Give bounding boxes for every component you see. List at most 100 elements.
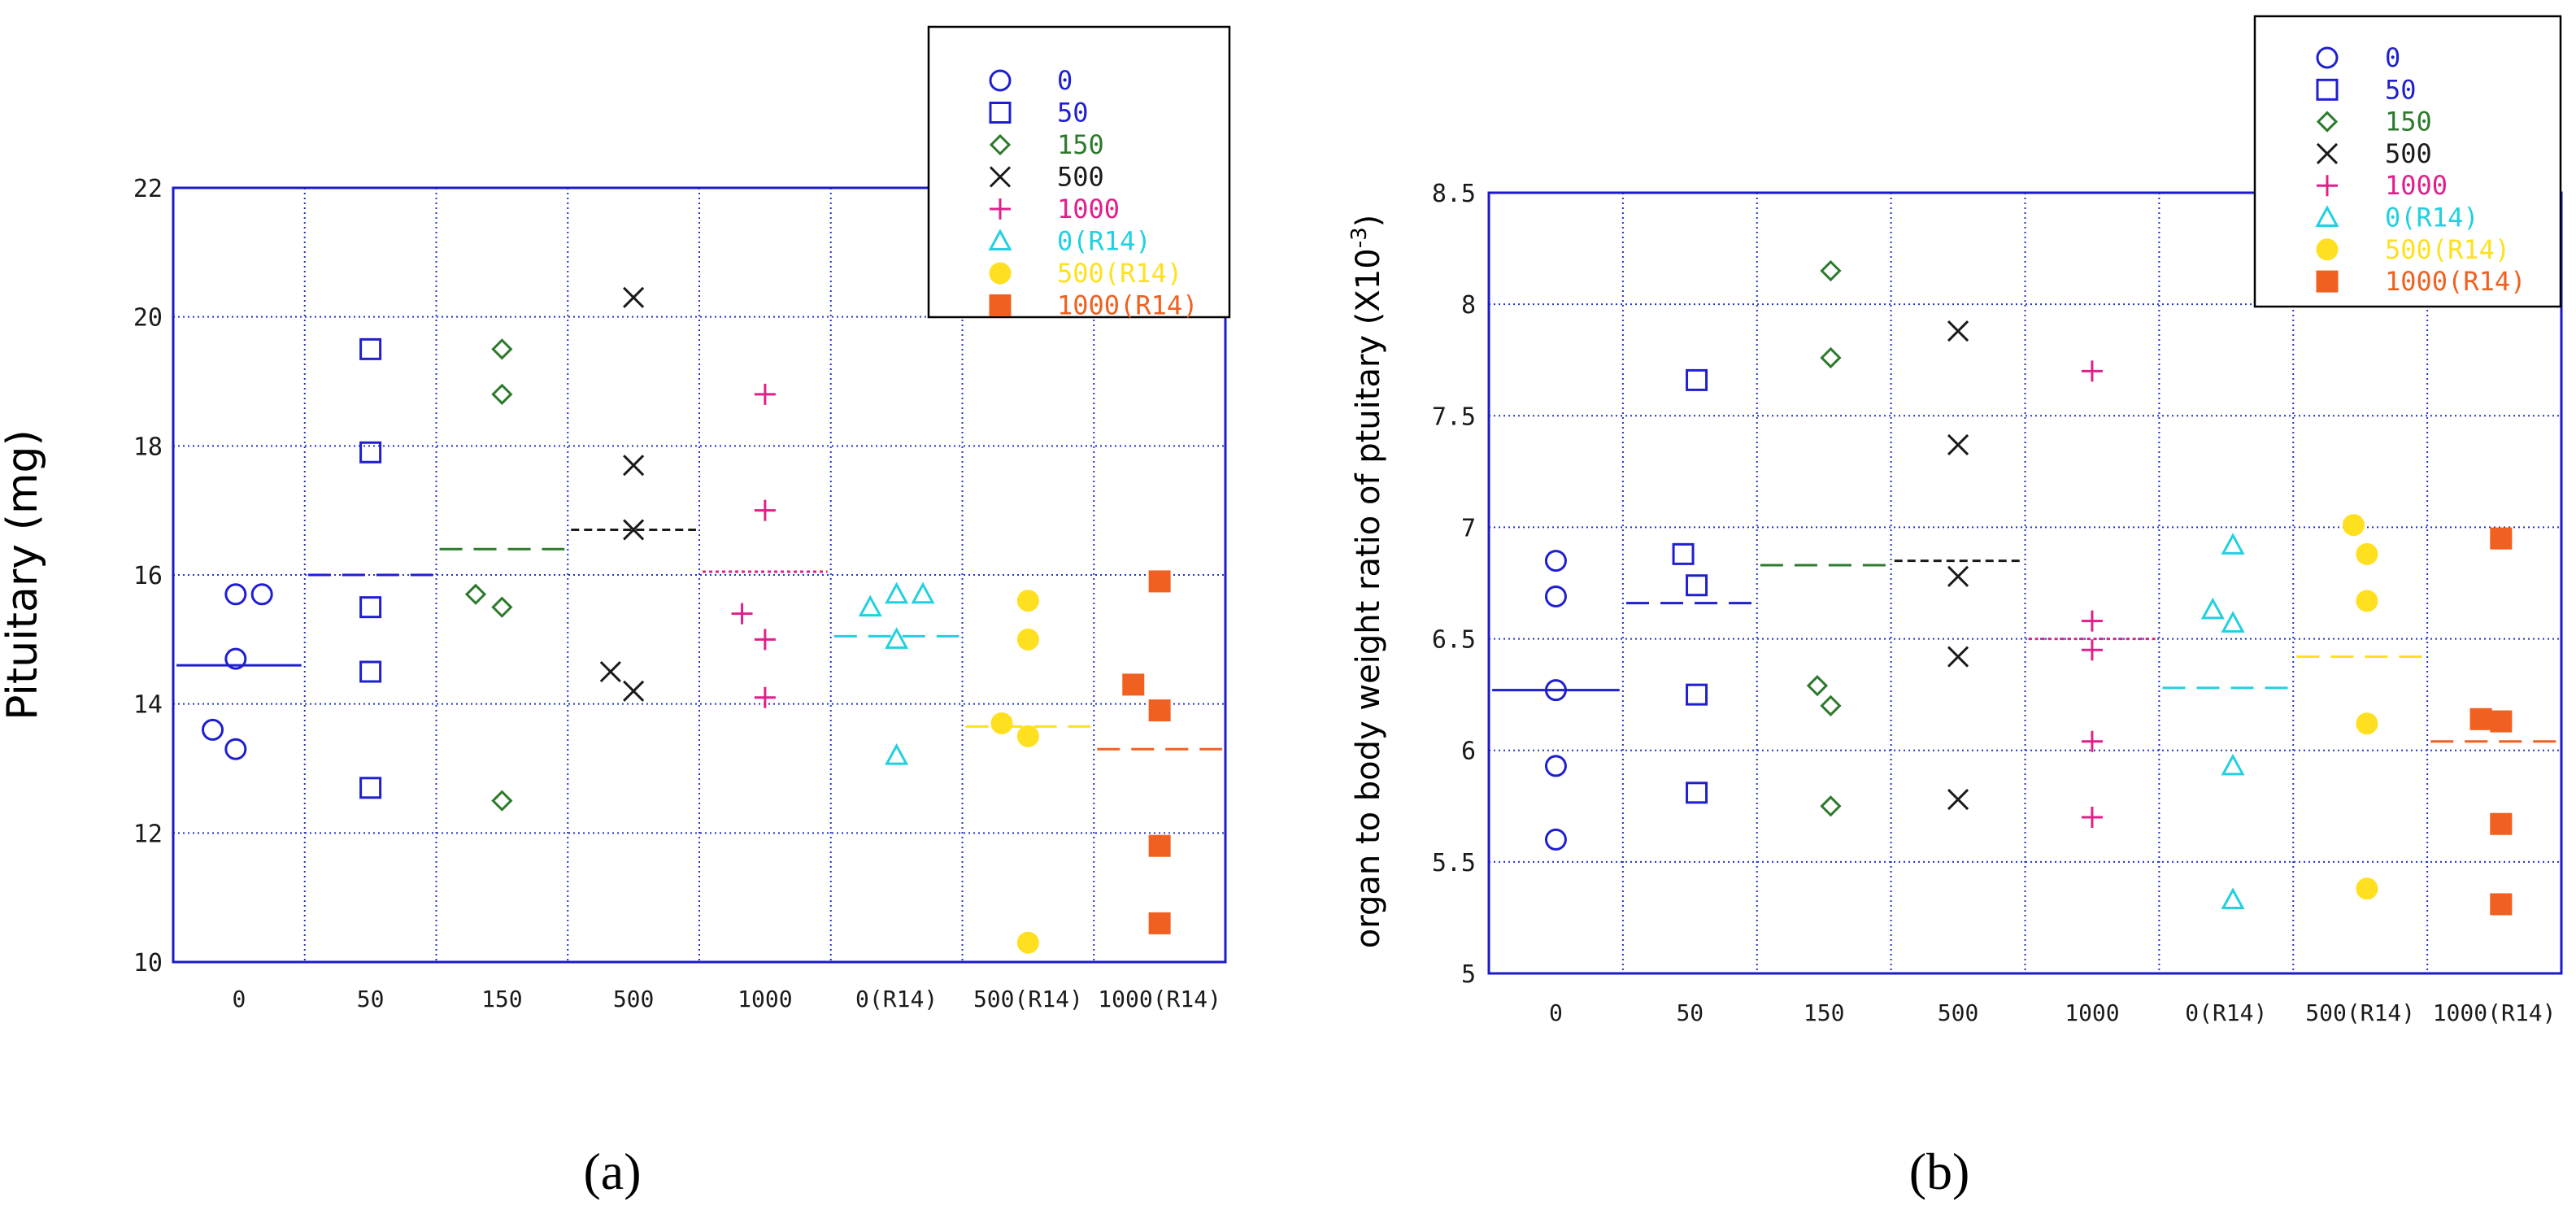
legend-marker-50 (989, 102, 1012, 124)
data-point-500-r14-2 (2356, 877, 2378, 900)
y-tick-label-10: 10 (133, 949, 163, 977)
plot-frame (172, 186, 1227, 964)
legend-item-500: 500 (989, 162, 1104, 193)
data-point-1000-5 (754, 383, 776, 405)
plot-frame (1487, 191, 2563, 975)
legend-label-1000: 1000 (2385, 170, 2448, 201)
x-tick-label-1000-r14: 1000(R14) (2433, 999, 2556, 1026)
panel-label: (a) (583, 1143, 641, 1200)
data-point-50-5 (1686, 368, 1708, 391)
legend-item-1000-r14: 1000(R14) (2316, 266, 2526, 297)
series-500-r14 (2296, 514, 2425, 900)
y-tick-label-12: 12 (133, 820, 163, 848)
data-point-0-1 (1544, 828, 1567, 851)
data-point-500-r14-3 (2356, 712, 2378, 735)
data-point-0-5 (250, 583, 273, 606)
data-point-1000-4 (2081, 610, 2103, 632)
data-point-0-r14-5 (911, 581, 935, 604)
legend-label-1000-r14: 1000(R14) (2385, 266, 2526, 297)
series-150 (1760, 259, 1888, 817)
y-tick-labels: 5 5.5 6 6.5 7 7.5 8 8.5 (1432, 180, 1476, 989)
data-point-0-r14-4 (2221, 611, 2245, 633)
legend-label-0-r14: 0(R14) (1057, 226, 1151, 257)
legend-label-150: 150 (2385, 107, 2432, 137)
x-tick-label-0-r14: 0(R14) (855, 986, 938, 1012)
legend-item-500-r14: 500(R14) (2316, 234, 2510, 265)
y-tick-label-6: 6 (1461, 738, 1476, 766)
data-point-0-4 (224, 583, 247, 606)
y-tick-label-14: 14 (133, 691, 163, 720)
data-point-50-4 (1686, 574, 1708, 597)
data-point-1000-r14-1 (2469, 707, 2492, 730)
chart-panel-b: 55.566.577.588.50 50 150 500 1000 0(R14) 500(R… (1347, 15, 2563, 1200)
data-point-1000-r14-3 (2490, 812, 2513, 835)
legend-item-500: 500 (2316, 138, 2432, 169)
panel-label: (b) (1909, 1143, 1970, 1200)
x-tick-label-50: 50 (357, 986, 385, 1012)
legend-item-0-r14: 0(R14) (988, 226, 1151, 257)
legend-label-500: 500 (2385, 138, 2432, 169)
data-point-0-r14-2 (2221, 887, 2245, 909)
x-tick-label-500-r14: 500(R14) (973, 986, 1083, 1012)
data-point-0-3 (224, 647, 247, 670)
data-point-500-r14-2 (1016, 931, 1039, 954)
legend-item-150: 150 (2316, 107, 2432, 137)
legend-marker-500 (989, 166, 1012, 188)
data-point-500-5 (1947, 320, 1969, 342)
y-axis-label: organ to body weight ratio of ptuitary (… (1347, 215, 1387, 949)
data-point-1000-r14-5 (2490, 527, 2513, 550)
data-point-150-2 (491, 790, 513, 812)
data-point-50-2 (359, 660, 382, 683)
data-point-500-4 (623, 455, 645, 477)
x-tick-label-50: 50 (1676, 999, 1704, 1026)
data-point-1000-2 (2081, 730, 2103, 752)
series-50 (1625, 368, 1754, 804)
data-point-500-r14-5 (2356, 542, 2378, 565)
legend-label-500: 500 (1057, 162, 1104, 193)
legend-item-0: 0 (989, 65, 1073, 96)
x-tick-label-0-r14: 0(R14) (2185, 999, 2267, 1026)
x-tick-label-1000: 1000 (738, 986, 792, 1012)
series-50 (307, 337, 433, 799)
legend-label-150: 150 (1057, 129, 1104, 160)
legend-marker-0-r14 (988, 229, 1012, 250)
data-point-50-3 (359, 596, 382, 619)
data-point-500-4 (1947, 433, 1969, 456)
y-tick-label-22: 22 (133, 175, 163, 203)
data-point-150-4 (1820, 346, 1842, 369)
data-point-50-5 (359, 337, 382, 360)
legend-marker-1000-r14 (989, 294, 1012, 316)
data-point-500-3 (623, 519, 645, 541)
series-0-r14 (2162, 533, 2291, 909)
data-point-500-2 (1947, 646, 1969, 668)
legend-item-1000: 1000 (990, 194, 1120, 224)
data-point-0-2 (1544, 755, 1567, 777)
legend-item-0-r14: 0(R14) (2315, 202, 2479, 233)
legend-marker-0 (2316, 46, 2339, 69)
legend-marker-500-r14 (2316, 238, 2339, 261)
data-point-1000-4 (754, 499, 776, 521)
series-500 (1894, 320, 2022, 811)
series-1000 (703, 383, 828, 708)
data-point-500-r14-1 (990, 712, 1013, 734)
legend-item-1000: 1000 (2317, 170, 2448, 201)
data-point-150-1 (1806, 675, 1829, 697)
series-1000-r14 (2430, 527, 2558, 916)
data-point-1000-2 (754, 686, 776, 708)
legend-marker-50 (2316, 78, 2339, 101)
legend-marker-1000 (990, 198, 1011, 220)
legend-label-50: 50 (1057, 98, 1089, 128)
y-tick-label-8-5: 8.5 (1432, 180, 1476, 208)
legend-label-1000: 1000 (1057, 194, 1120, 224)
x-tick-label-500-r14: 500(R14) (2305, 999, 2415, 1026)
x-tick-label-500: 500 (1938, 999, 1979, 1026)
data-point-0-1 (202, 718, 224, 741)
data-point-150-4 (491, 383, 513, 405)
data-point-1000-r14-1 (1122, 673, 1145, 696)
legend-label-0: 0 (2385, 42, 2400, 73)
legend-marker-0-r14 (2315, 205, 2339, 227)
legend-label-500-r14: 500(R14) (1057, 258, 1182, 289)
data-point-500-3 (1947, 565, 1969, 587)
data-point-150-3 (491, 596, 513, 618)
